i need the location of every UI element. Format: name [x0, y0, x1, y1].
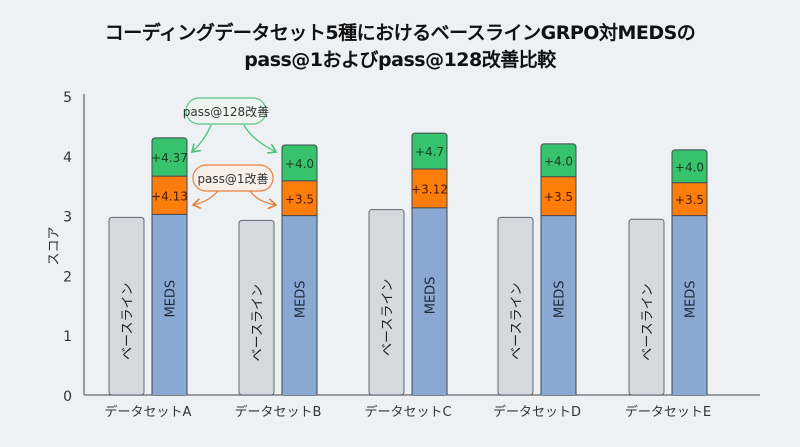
pass1-value-label: +4.13 [151, 189, 188, 203]
pass1-arrow-left [193, 190, 219, 205]
meds-base-segment [672, 215, 707, 395]
baseline-bar-label: ベースライン [251, 284, 266, 361]
baseline-bar [497, 216, 534, 396]
meds-bar-label: MEDS [424, 277, 439, 315]
pass1-callout-label: pass@1改善 [197, 171, 268, 186]
pass128-value-label: +4.7 [415, 145, 444, 159]
y-tick-label: 5 [63, 90, 72, 106]
pass1-improvement-segment [152, 176, 187, 215]
baseline-bar-label: ベースライン [641, 283, 656, 360]
x-category-label: データセットB [235, 404, 322, 420]
chart-title-line1: コーディングデータセット5種におけるベースラインGRPO対MEDSの [104, 22, 696, 44]
meds-base-segment [152, 214, 187, 395]
pass128-arrow-right [243, 124, 276, 152]
meds-base-segment [282, 215, 317, 395]
y-tick-label: 3 [63, 210, 72, 226]
pass1-value-label: +3.5 [285, 192, 314, 206]
pass1-value-label: +3.5 [544, 190, 573, 204]
y-axis-label: スコア [47, 226, 62, 265]
pass1-improvement-segment [541, 176, 576, 216]
meds-bar-label: MEDS [294, 280, 309, 318]
meds-base-segment [412, 207, 447, 395]
pass128-value-label: +4.0 [285, 157, 314, 171]
pass1-improvement-segment [282, 180, 317, 216]
pass128-arrow-left [192, 124, 212, 152]
x-category-label: データセットD [493, 404, 581, 420]
pass1-improvement-segment [672, 182, 707, 216]
pass1-value-label: +3.12 [411, 182, 448, 196]
meds-bar-label: MEDS [164, 280, 179, 318]
pass1-value-label: +3.5 [675, 193, 704, 207]
baseline-bar [628, 218, 665, 396]
pass1-arrow-right [249, 190, 276, 205]
chart-title-line2: pass@1およびpass@128改善比較 [244, 49, 556, 71]
meds-bar-label: MEDS [684, 280, 699, 318]
y-tick-label: 1 [63, 329, 72, 345]
baseline-bar-label: ベースライン [510, 283, 525, 360]
pass128-callout-label: pass@128改善 [183, 104, 269, 119]
pass128-value-label: +4.0 [675, 160, 704, 174]
baseline-bar-label: ベースライン [121, 283, 136, 360]
y-tick-label: 0 [63, 389, 72, 405]
x-category-label: データセットA [105, 404, 192, 420]
baseline-bar [108, 216, 145, 396]
y-tick-label: 4 [63, 150, 72, 166]
meds-base-segment [541, 215, 576, 395]
pass128-value-label: +4.0 [544, 154, 573, 168]
baseline-bar [238, 219, 275, 396]
chart-title: コーディングデータセット5種におけるベースラインGRPO対MEDSの pass@… [0, 20, 800, 74]
pass128-value-label: +4.37 [151, 151, 188, 165]
baseline-bar-label: ベースライン [381, 279, 396, 356]
pass128-callout [185, 97, 267, 125]
x-category-label: データセットE [625, 404, 711, 420]
y-tick-label: 2 [63, 269, 72, 285]
pass1-callout [192, 164, 274, 192]
pass1-improvement-segment [412, 168, 447, 208]
x-category-label: データセットC [364, 404, 451, 420]
meds-bar-label: MEDS [553, 280, 568, 318]
baseline-bar [368, 209, 405, 396]
